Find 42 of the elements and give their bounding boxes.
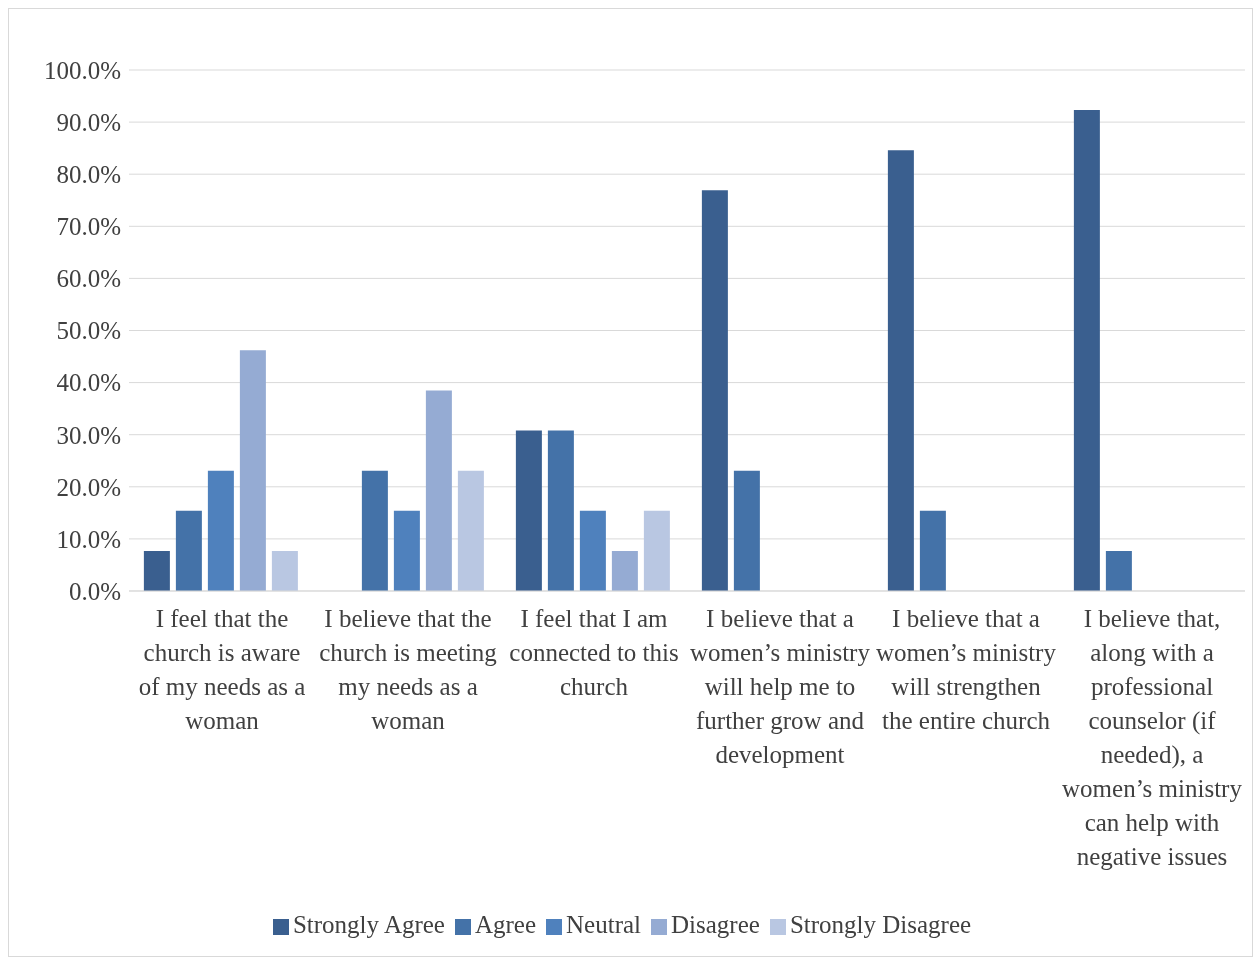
y-tick-label: 70.0% [56,213,121,241]
y-tick-label: 40.0% [56,369,121,397]
bar [207,470,234,591]
y-tick-label: 80.0% [56,161,121,189]
bar [919,510,946,591]
bar [887,150,914,591]
bar [515,430,542,591]
x-tick-label: I feel that the church is aware of my needs as a woman [138,605,306,734]
bar [271,550,298,591]
bar [457,470,484,591]
y-tick-label: 30.0% [56,421,121,449]
legend-label: Strongly Disagree [789,911,972,938]
bar [425,390,452,591]
y-tick-label: 60.0% [56,265,121,293]
legend-label: Agree [474,911,537,938]
legend-label: Disagree [671,911,760,938]
y-tick-label: 20.0% [56,473,121,501]
bar [361,470,388,591]
legend-label: Neutral [566,911,642,938]
y-tick-label: 100.0% [43,56,121,84]
y-tick-label: 50.0% [56,317,121,345]
bar [701,190,728,591]
x-tick-label: I believe that the church is meeting my needs as a woman [319,605,498,734]
x-tick-label: I believe that a women’s ministry will help me to further grow and development [690,605,871,768]
y-tick-label: 10.0% [56,525,121,553]
y-tick-label: 0.0% [68,577,121,605]
bar [143,550,170,591]
bar [579,510,606,591]
x-tick-label: I believe that, along with a professional counselor (if needed), a women’s ministry can help with negative issues [1062,605,1243,870]
bar [239,350,266,591]
bar [175,510,202,591]
bar [1073,110,1100,591]
bar [643,510,670,591]
x-tick-label: I believe that a women’s ministry will strengthen the entire church [876,605,1057,734]
x-tick-label: I feel that I am connected to this church [509,605,679,700]
legend-label: Strongly Agree [292,911,445,938]
y-tick-label: 90.0% [56,108,121,136]
bar [1105,550,1132,591]
bar [611,550,638,591]
bar [547,430,574,591]
bar [733,470,760,591]
bar [393,510,420,591]
